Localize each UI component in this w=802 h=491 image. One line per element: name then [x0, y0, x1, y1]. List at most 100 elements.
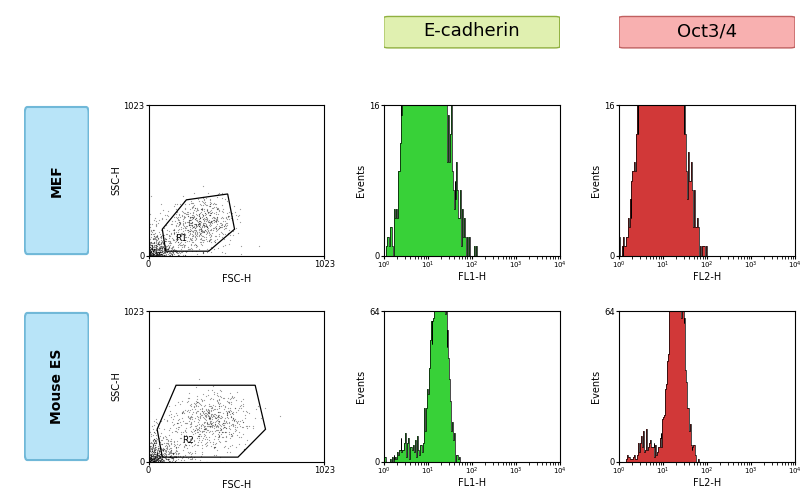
Point: [167, 415, 180, 423]
Point: [159, 448, 172, 456]
Point: [234, 242, 247, 250]
Point: [215, 194, 228, 202]
Point: [184, 427, 197, 435]
Point: [170, 234, 183, 242]
Point: [229, 415, 241, 423]
Point: [159, 435, 172, 443]
Point: [154, 232, 167, 240]
Point: [164, 449, 177, 457]
Point: [160, 251, 172, 259]
Point: [160, 244, 172, 252]
Point: [179, 406, 192, 413]
Point: [150, 450, 163, 458]
Point: [167, 452, 180, 460]
Point: [144, 452, 157, 460]
Point: [218, 394, 231, 402]
Point: [144, 455, 156, 463]
Point: [161, 454, 174, 462]
Point: [210, 416, 223, 424]
Point: [149, 242, 162, 249]
Point: [169, 248, 182, 256]
Point: [156, 238, 168, 246]
Point: [152, 457, 164, 465]
Point: [211, 417, 224, 425]
Point: [206, 406, 219, 414]
Point: [145, 445, 158, 453]
Point: [165, 218, 178, 225]
Point: [149, 438, 162, 446]
Point: [180, 222, 193, 230]
Point: [148, 234, 160, 242]
Text: R2: R2: [181, 436, 193, 445]
Text: Oct3/4: Oct3/4: [676, 23, 736, 40]
Point: [186, 211, 199, 219]
Point: [189, 207, 202, 215]
Point: [219, 407, 232, 415]
Point: [150, 231, 163, 239]
Point: [200, 425, 213, 433]
Point: [146, 446, 159, 454]
Point: [147, 452, 160, 460]
Point: [210, 216, 223, 224]
Point: [157, 247, 170, 255]
Point: [195, 424, 208, 432]
Point: [197, 422, 210, 430]
Point: [148, 436, 160, 444]
Point: [217, 236, 230, 244]
Point: [201, 412, 214, 420]
Point: [184, 401, 197, 409]
Point: [164, 248, 176, 256]
Point: [241, 422, 253, 430]
Point: [233, 403, 245, 410]
Point: [183, 209, 196, 217]
Point: [145, 250, 158, 258]
Point: [147, 457, 160, 464]
Point: [208, 218, 221, 226]
Point: [157, 244, 170, 252]
Point: [152, 457, 164, 464]
Point: [158, 246, 171, 254]
Point: [148, 457, 160, 465]
Point: [196, 409, 209, 416]
Point: [229, 408, 242, 415]
Point: [192, 409, 205, 417]
Point: [145, 251, 158, 259]
Point: [150, 251, 163, 259]
Point: [172, 423, 184, 431]
Point: [192, 221, 205, 229]
Point: [153, 249, 166, 257]
Point: [193, 456, 206, 464]
Point: [172, 251, 185, 259]
Point: [205, 420, 217, 428]
Point: [170, 231, 183, 239]
Point: [193, 410, 206, 418]
Point: [185, 405, 198, 412]
Point: [156, 244, 168, 252]
Point: [153, 457, 166, 464]
Point: [152, 248, 165, 256]
Point: [234, 433, 247, 441]
Point: [144, 227, 156, 235]
Point: [209, 440, 221, 448]
Point: [167, 249, 180, 257]
Point: [153, 248, 166, 256]
Point: [142, 436, 155, 444]
Point: [144, 251, 157, 259]
Point: [205, 413, 218, 421]
Point: [165, 251, 178, 259]
Point: [216, 419, 229, 427]
Point: [159, 453, 172, 461]
Point: [205, 405, 218, 412]
Point: [148, 246, 160, 254]
Point: [164, 239, 176, 247]
Point: [200, 410, 213, 418]
Point: [205, 226, 217, 234]
Point: [143, 455, 156, 463]
Point: [176, 227, 189, 235]
Point: [173, 418, 186, 426]
Point: [155, 239, 168, 247]
Point: [156, 239, 169, 247]
Point: [199, 198, 212, 206]
Point: [159, 241, 172, 249]
Point: [152, 250, 164, 258]
